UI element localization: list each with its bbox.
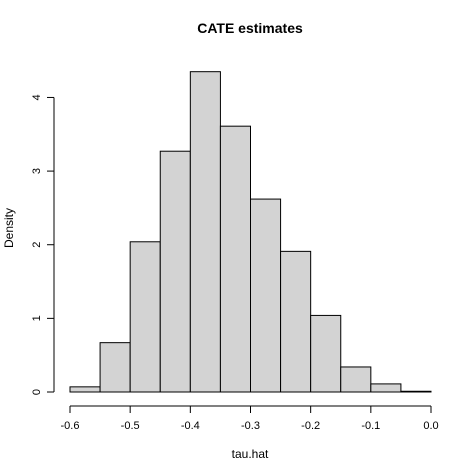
y-tick-label: 0 [31, 389, 43, 395]
histogram-bar-4 [159, 150, 191, 393]
histogram-bar-1 [69, 386, 101, 393]
y-tick-label: 4 [31, 94, 43, 100]
y-tick-label: 3 [31, 168, 43, 174]
x-axis-label: tau.hat [232, 447, 269, 461]
x-tick-label: -0.3 [241, 420, 260, 432]
histogram-bar-5 [189, 71, 221, 393]
histogram-bar-2 [99, 342, 131, 393]
histogram-bar-8 [280, 250, 312, 393]
histogram-bar-7 [250, 198, 282, 393]
y-axis-label: Density [2, 208, 16, 248]
y-tick-label: 2 [31, 242, 43, 248]
x-tick-label: -0.5 [121, 420, 140, 432]
x-tick-label: -0.6 [61, 420, 80, 432]
bars-group [69, 71, 432, 393]
histogram-bar-3 [129, 241, 161, 393]
histogram-bar-9 [310, 314, 342, 393]
histogram-bar-6 [219, 125, 252, 393]
x-tick-label: -0.2 [301, 420, 320, 432]
y-tick-label: 1 [31, 315, 43, 321]
x-tick-label: -0.4 [181, 420, 200, 432]
histogram-bar-11 [370, 383, 402, 393]
x-axis: -0.6 -0.5 -0.4 -0.3 -0.2 -0.1 0.0 [61, 405, 439, 432]
y-axis: 0 1 2 3 4 [31, 94, 55, 395]
histogram-bar-10 [340, 366, 372, 393]
chart-title: CATE estimates [197, 20, 303, 36]
histogram-bar-12 [400, 390, 432, 393]
x-tick-label: -0.1 [361, 420, 380, 432]
x-tick-label: 0.0 [423, 420, 438, 432]
